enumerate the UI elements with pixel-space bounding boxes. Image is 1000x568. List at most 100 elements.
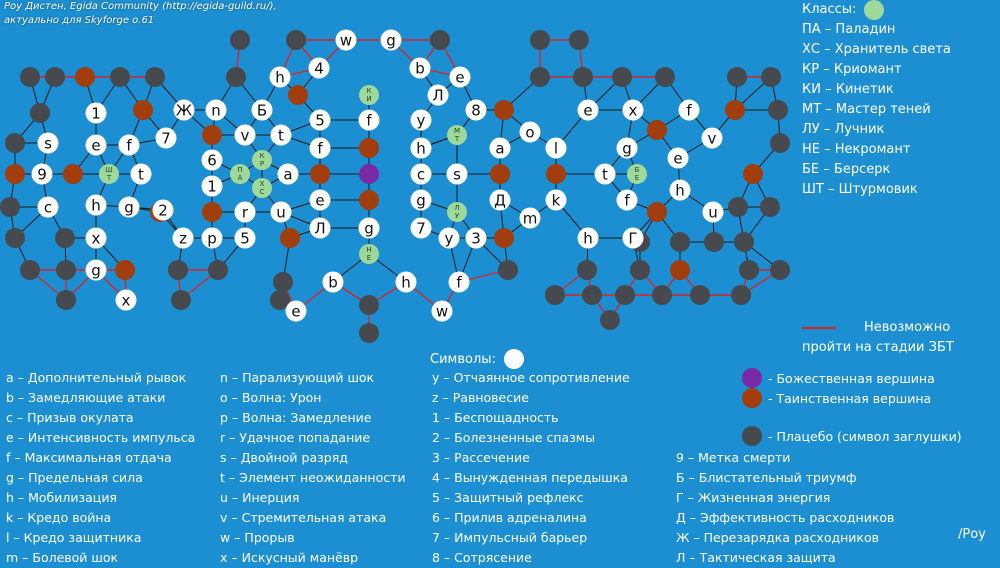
symbol-node [489, 137, 511, 159]
symbol-node [308, 57, 330, 79]
divine-legend-row: - Божественная вершина [742, 368, 935, 388]
credit-line-2: актуально для Skyforge о.61 [4, 15, 155, 26]
symbol-node-label: y [445, 230, 454, 248]
blocked-note-line-2: пройти на стадии ЗБТ [802, 340, 954, 355]
symbol-node-label: 5 [315, 112, 325, 130]
placebo-node [727, 67, 747, 87]
placebo-node [270, 290, 290, 310]
symbol-node [118, 196, 140, 218]
symbol-node [358, 109, 380, 131]
divine-swatch [742, 368, 762, 388]
symbol-node-label: h [416, 140, 426, 158]
legend-item: 3 – Рассечение [432, 450, 530, 465]
placebo-node [56, 260, 76, 280]
placebo-node [573, 67, 593, 87]
placebo-node [690, 285, 710, 305]
placebo-node [5, 228, 25, 248]
symbol-node [309, 109, 331, 131]
symbol-node-label: 1 [207, 178, 217, 196]
mysterious-node [647, 120, 667, 140]
legend-item: h – Мобилизация [6, 490, 117, 505]
symbol-node-label: x [92, 230, 101, 248]
symbol-node [465, 227, 487, 249]
symbol-node-label: Д [494, 192, 506, 210]
placebo-node [630, 260, 650, 280]
symbol-node [37, 132, 59, 154]
symbol-node [37, 196, 59, 218]
placebo-node [760, 197, 780, 217]
class-node-label: К [367, 87, 372, 95]
legend-item: k – Кредо война [6, 510, 112, 525]
class-node-label: Е [635, 174, 639, 182]
class-node-label: Л [454, 204, 459, 212]
class-node-label: Б [635, 166, 640, 174]
symbol-node-label: 9 [37, 166, 47, 184]
symbol-node-label: Л [314, 220, 325, 238]
mysterious-node [5, 164, 25, 184]
symbol-node [545, 137, 567, 159]
symbol-node-label: e [583, 102, 592, 120]
mysterious-node [670, 260, 690, 280]
symbol-node [622, 99, 644, 121]
legend-item: c – Призыв окулата [6, 410, 134, 425]
symbol-node-label: t [278, 127, 284, 145]
symbol-node [616, 137, 638, 159]
symbol-node [155, 127, 177, 149]
legend-item: g – Предельная сила [6, 470, 143, 485]
class-item: КИ – Кинетик [802, 82, 894, 97]
class-node [359, 244, 379, 264]
symbol-node [519, 121, 541, 143]
symbol-node [410, 163, 432, 185]
symbol-node [201, 227, 223, 249]
symbol-node [31, 163, 53, 185]
placebo-node [761, 67, 781, 87]
legend-item: o – Волна: Урон [220, 390, 322, 405]
symbol-node [201, 175, 223, 197]
class-node [252, 178, 272, 198]
class-item: ШТ – Штурмовик [802, 182, 918, 197]
symbol-node-label: k [552, 192, 561, 210]
placebo-node [5, 133, 25, 153]
symbol-node-label: e [673, 150, 682, 168]
symbol-node-label: 7 [416, 220, 426, 238]
symbol-node-label: e [455, 69, 464, 87]
placebo-node [530, 30, 550, 50]
symbol-node [669, 179, 691, 201]
symbol-node-label: 4 [314, 60, 324, 78]
class-node-label: У [455, 212, 460, 220]
mysterious-node [75, 67, 95, 87]
legend-column-4: 9 – Метка смерти Б – Блистательный триум… [676, 448, 894, 568]
symbol-node [519, 207, 541, 229]
legend-item: m – Болевой шок [6, 550, 119, 565]
placebo-node [0, 197, 20, 217]
symbol-node-label: 6 [207, 152, 217, 170]
symbol-node-label: f [456, 274, 462, 292]
placebo-node [55, 228, 75, 248]
symbol-node [234, 124, 256, 146]
placebo-label: - Плацебо (символ заглушки) [768, 428, 962, 444]
legend-column-2: n – Парализующий шок o – Волна: Урон p –… [220, 368, 406, 568]
mysterious-node [280, 228, 300, 248]
placebo-node [652, 285, 672, 305]
symbol-node [448, 271, 470, 293]
symbol-node [85, 194, 107, 216]
placebo-node [273, 272, 293, 292]
symbol-node-label: a [495, 140, 504, 158]
symbol-node-label: g [416, 192, 426, 210]
symbol-node-label: s [453, 166, 461, 184]
symbol-node-label: 2 [158, 202, 168, 220]
mysterious-node [288, 85, 308, 105]
symbol-node [577, 99, 599, 121]
symbol-node-label: w [436, 303, 448, 321]
symbol-node-label: e [91, 137, 100, 155]
mysterious-node [202, 125, 222, 145]
class-node-label: А [238, 174, 243, 182]
mysterious-swatch [742, 388, 762, 408]
symbol-node-label: c [44, 199, 52, 217]
symbol-node [701, 127, 723, 149]
placebo-node [569, 30, 589, 50]
symbol-node-label: t [138, 166, 144, 184]
placebo-node [430, 30, 450, 50]
symbol-node-label: g [386, 32, 396, 50]
